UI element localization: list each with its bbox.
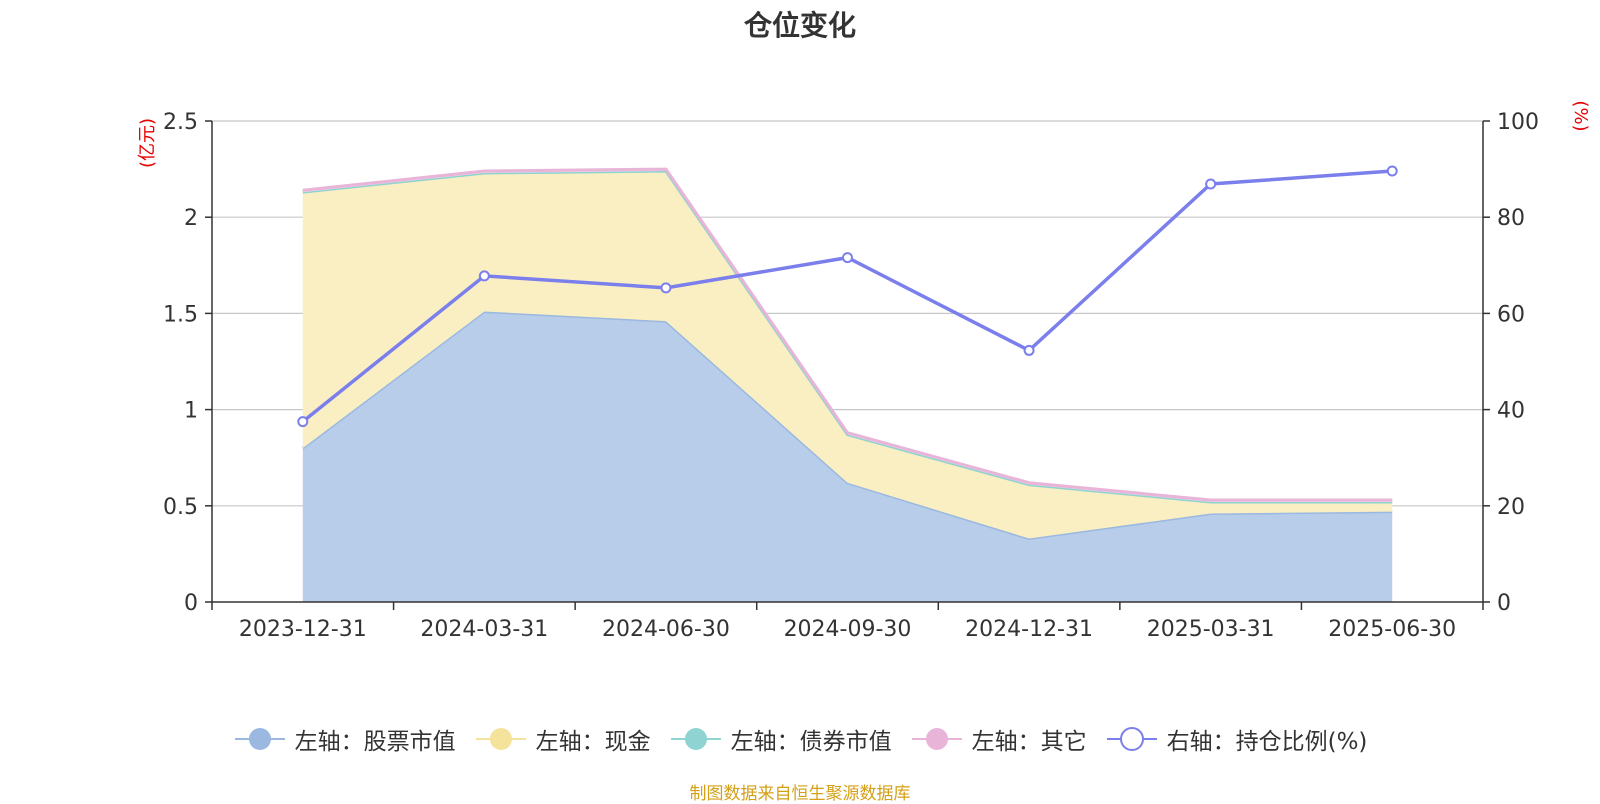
line-point (478, 270, 490, 282)
x-tick-label: 2025-03-31 (1147, 617, 1275, 642)
legend-item[interactable]: 左轴：债券市值 (669, 722, 892, 756)
legend-swatch-icon (475, 728, 526, 750)
tick-labels: 0 0.5 1 1.5 2 2.5 0 20 40 60 80 100 2023-12-31 2024-0… (163, 110, 1539, 642)
legend-swatch-icon (670, 728, 721, 750)
area-左轴：现金 (302, 171, 1393, 539)
legend-label: 右轴：持仓比例(%) (1166, 729, 1368, 755)
line-series (297, 165, 1398, 428)
x-tick-label: 2024-09-30 (784, 617, 912, 642)
legend-item[interactable]: 左轴：股票市值 (233, 722, 456, 756)
legend-label: 左轴：现金 (535, 729, 651, 755)
left-tick-label: 2.5 (163, 110, 198, 135)
left-tick-label: 2 (184, 206, 198, 231)
legend-swatch-icon (1106, 727, 1157, 751)
legend-label: 左轴：股票市值 (294, 729, 456, 755)
right-tick-label: 60 (1497, 302, 1525, 327)
left-tick-label: 1 (184, 399, 198, 424)
left-tick-label: 0 (184, 591, 198, 616)
legend-swatch-icon (911, 728, 962, 750)
line-point (1023, 344, 1035, 356)
x-tick-label: 2024-12-31 (965, 617, 1093, 642)
right-tick-label: 20 (1497, 495, 1525, 520)
left-tick-label: 0.5 (163, 495, 198, 520)
area-edge-左轴：其它 (302, 167, 1393, 502)
x-tick-label: 2025-06-30 (1328, 617, 1456, 642)
right-tick-label: 80 (1497, 206, 1525, 231)
area-series (301, 167, 1393, 602)
axes (205, 120, 1490, 610)
legend-label: 左轴：其它 (971, 729, 1087, 755)
legend-item[interactable]: 右轴：持仓比例(%) (1105, 722, 1368, 756)
line-point (297, 416, 309, 428)
legend-item[interactable]: 左轴：现金 (474, 722, 651, 756)
chart-title: 仓位变化 (743, 9, 856, 42)
right-tick-label: 100 (1497, 110, 1539, 135)
x-tick-label: 2023-12-31 (239, 617, 367, 642)
legend-item[interactable]: 左轴：其它 (910, 722, 1087, 756)
legend-swatch-icon (234, 728, 285, 750)
right-axis-unit: (%) (1570, 100, 1591, 131)
left-axis-unit: (亿元) (137, 118, 158, 168)
line-point (842, 252, 853, 264)
x-tick-label: 2024-03-31 (420, 617, 548, 642)
x-tick-label: 2024-06-30 (602, 617, 730, 642)
legend-label: 左轴：债券市值 (730, 729, 892, 755)
right-tick-label: 40 (1497, 399, 1525, 424)
legend: 左轴：股票市值 左轴：现金 左轴：债券市值 左轴：其它 右轴：持仓比例(%) (0, 722, 1600, 756)
line-point (1386, 165, 1398, 177)
left-tick-label: 1.5 (163, 302, 198, 327)
right-tick-label: 0 (1497, 591, 1511, 616)
area-左轴：股票市值 (302, 311, 1393, 602)
line-point (1205, 178, 1217, 190)
line-point (660, 282, 672, 294)
source-note: 制图数据来自恒生聚源数据库 (689, 784, 911, 804)
